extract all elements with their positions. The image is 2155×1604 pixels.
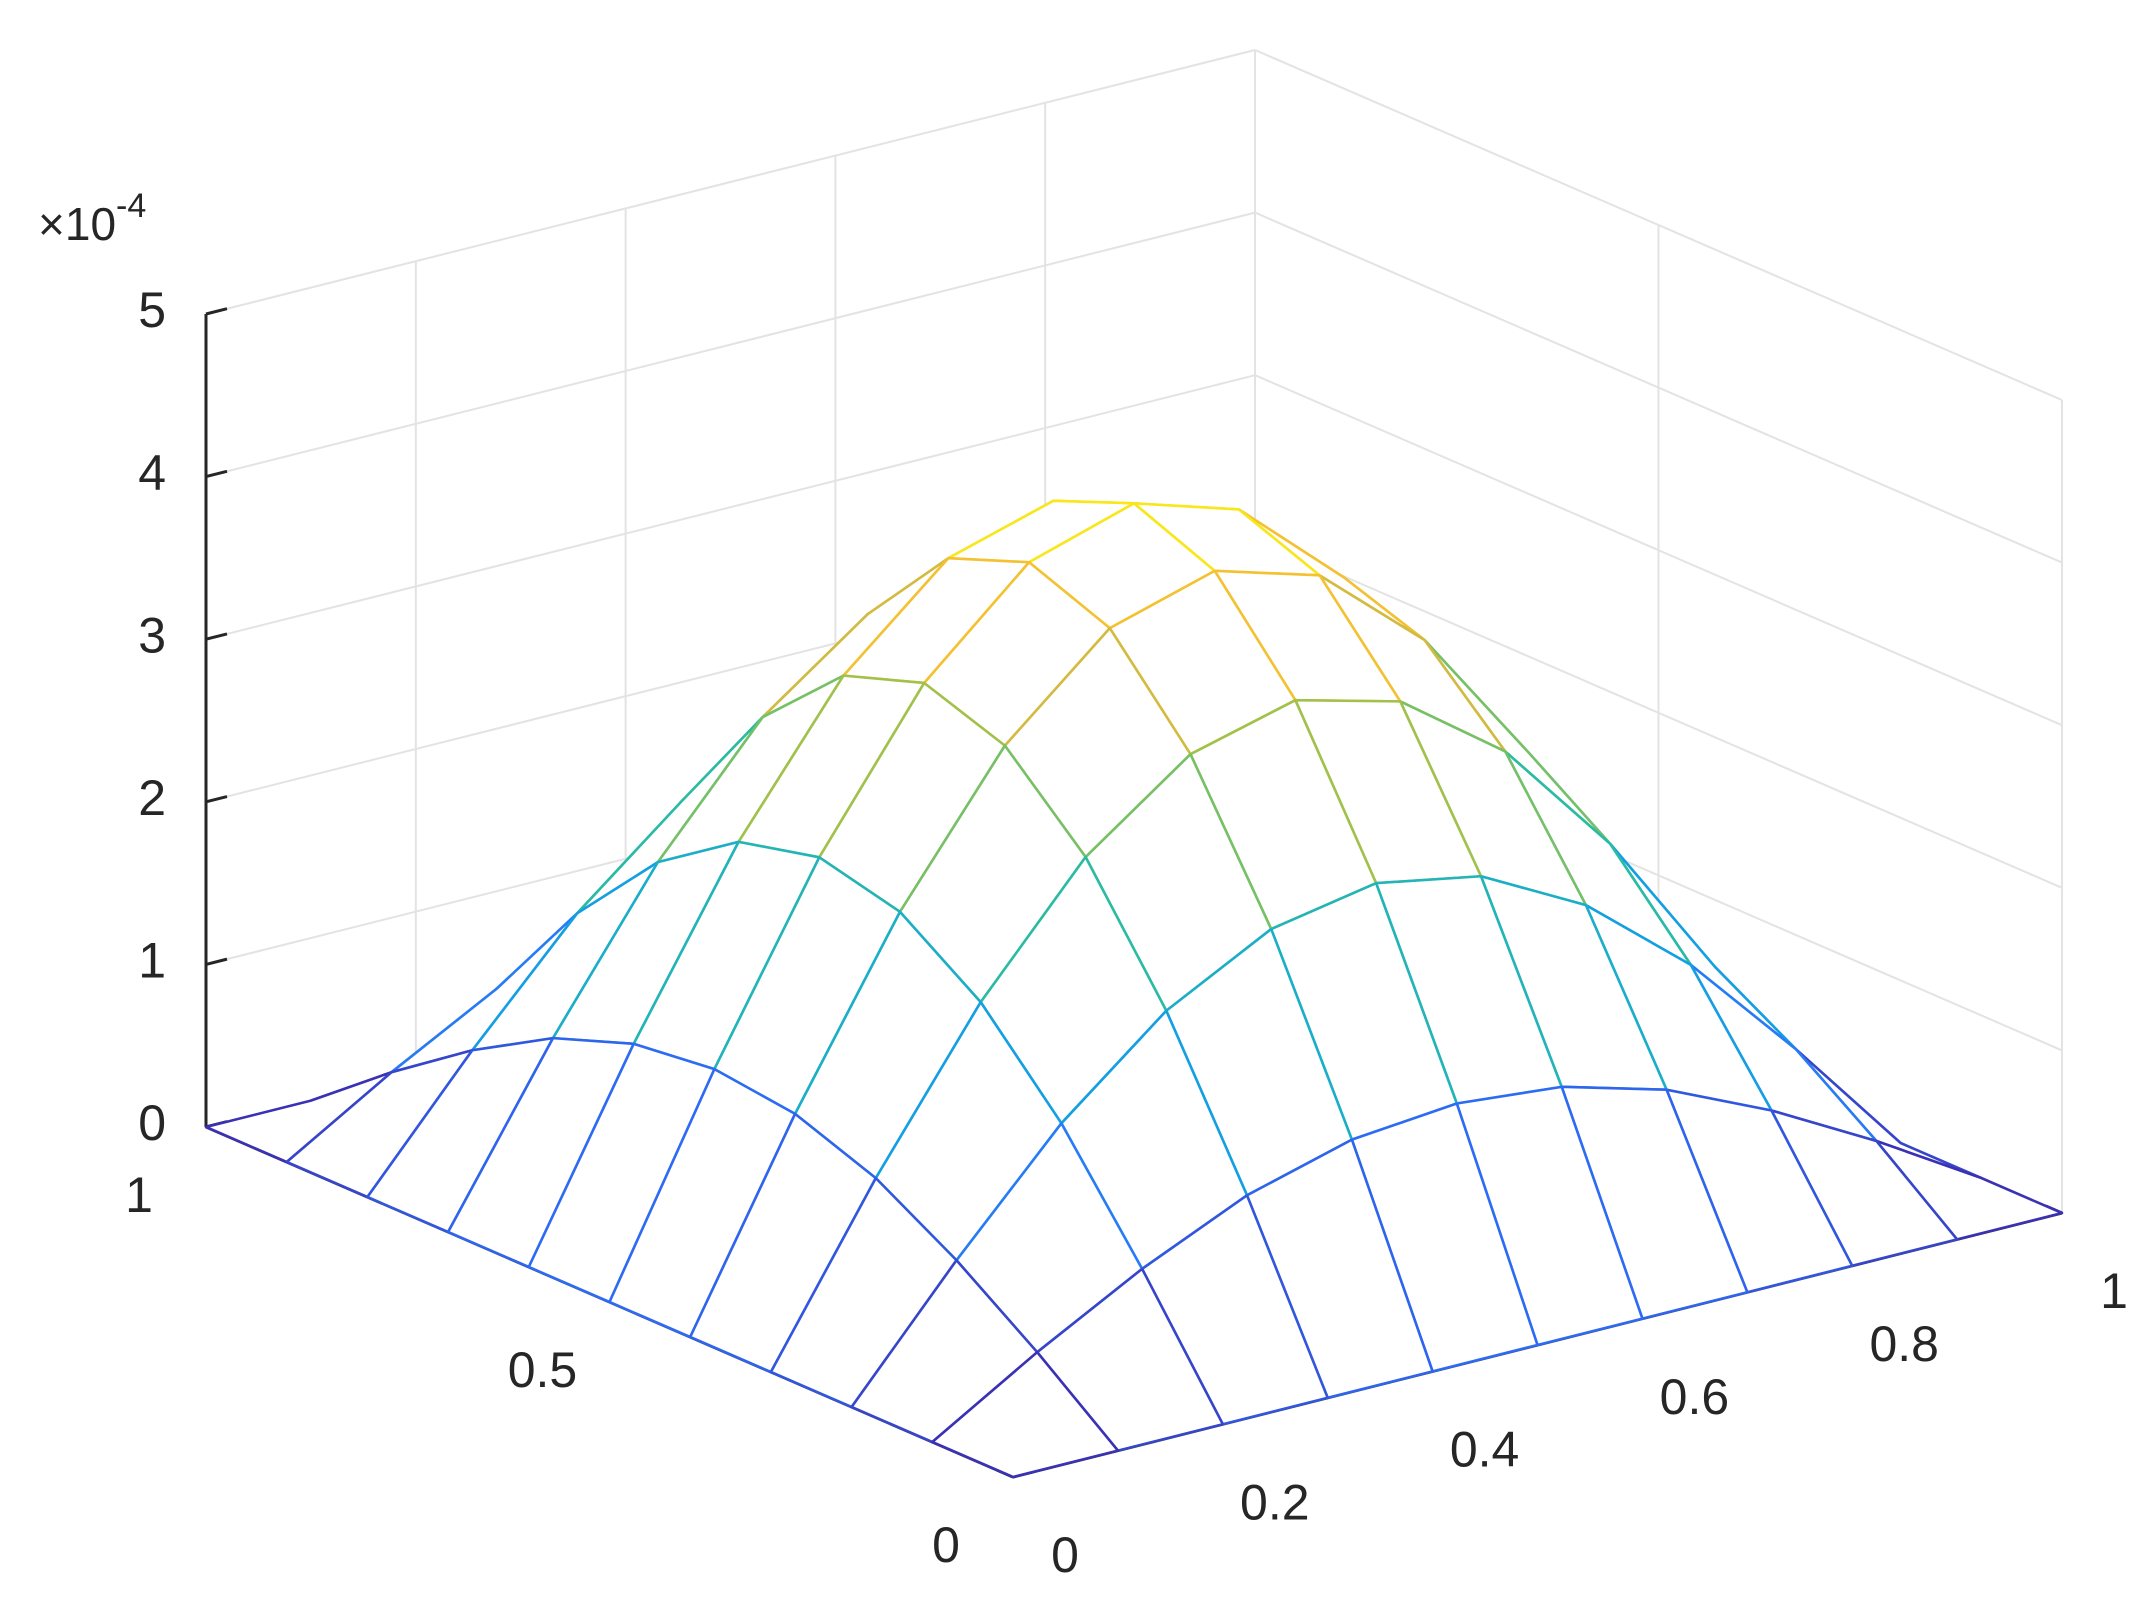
z-tick-label: 0 <box>138 1095 166 1151</box>
x-tick-label: 0.6 <box>1660 1369 1730 1425</box>
z-tick-label: 3 <box>138 607 166 663</box>
z-tick-label: 2 <box>138 770 166 826</box>
z-tick-label: 4 <box>138 445 166 501</box>
grid-line <box>1254 536 2063 889</box>
z-multiplier-exponent: -4 <box>116 187 146 225</box>
grid-line <box>205 49 1256 315</box>
z-tick <box>205 957 228 966</box>
z-tick-label: 1 <box>138 933 166 989</box>
y-tick-label: 0 <box>932 1517 960 1573</box>
mesh-cell <box>930 1350 1120 1479</box>
x-tick-label: 0.4 <box>1450 1422 1520 1478</box>
z-tick-label: 5 <box>138 282 166 338</box>
z-multiplier: ×10-4 <box>38 187 146 250</box>
z-multiplier-base: ×10 <box>38 198 116 250</box>
x-tick-label: 1 <box>2100 1263 2128 1319</box>
x-tick-label: 0.8 <box>1869 1316 1939 1372</box>
z-tick <box>205 469 228 479</box>
y-tick-label: 1 <box>125 1167 153 1223</box>
x-tick-label: 0 <box>1051 1527 1079 1583</box>
z-tick <box>205 307 228 316</box>
grid-line <box>1254 211 2063 564</box>
grid-line <box>205 374 1256 641</box>
grid-line <box>205 211 1256 478</box>
grid-line <box>1254 374 2063 727</box>
y-tick-label: 0.5 <box>508 1342 578 1398</box>
x-tick-label: 0.2 <box>1240 1474 1310 1530</box>
z-tick <box>205 795 228 804</box>
z-tick <box>205 632 228 641</box>
grid-line <box>1254 49 2063 401</box>
